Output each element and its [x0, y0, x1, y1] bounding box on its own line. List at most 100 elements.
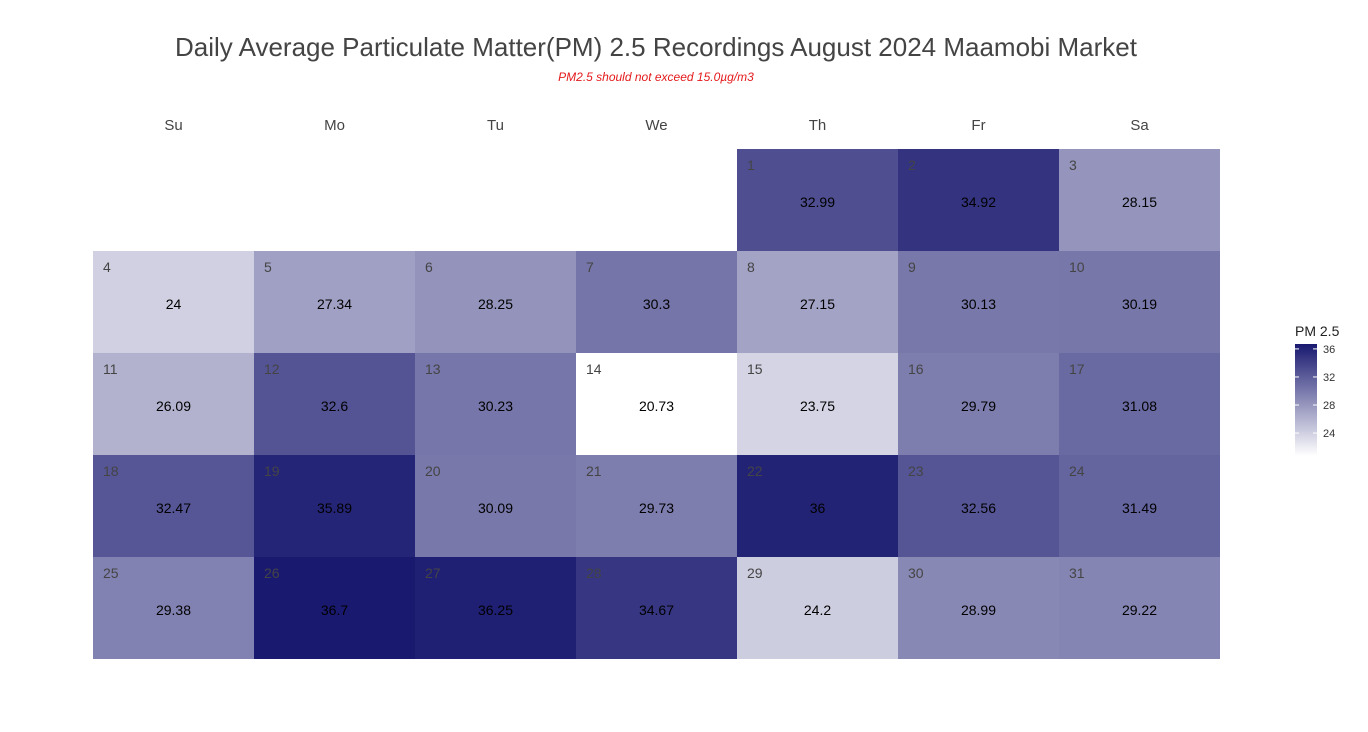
day-number: 23: [908, 463, 924, 479]
day-cell: [415, 353, 576, 455]
day-number: 21: [586, 463, 602, 479]
value-label: 27.15: [800, 296, 835, 312]
day-number: 9: [908, 259, 916, 275]
day-cell: [254, 557, 415, 659]
value-label: 30.3: [643, 296, 670, 312]
day-number: 2: [908, 157, 916, 173]
value-label: 28.99: [961, 602, 996, 618]
value-label: 36.7: [321, 602, 348, 618]
legend-tick-label: 24: [1323, 428, 1335, 440]
weekday-label: Su: [164, 117, 182, 134]
day-cell: [1059, 251, 1220, 353]
value-label: 29.73: [639, 500, 674, 516]
day-cell: [737, 149, 898, 251]
day-number: 29: [747, 565, 763, 581]
weekday-label: We: [645, 117, 667, 134]
value-label: 20.73: [639, 398, 674, 414]
day-number: 22: [747, 463, 763, 479]
day-number: 15: [747, 361, 763, 377]
value-label: 27.34: [317, 296, 352, 312]
weekday-label: Sa: [1130, 117, 1149, 134]
value-label: 31.08: [1122, 398, 1157, 414]
day-number: 25: [103, 565, 119, 581]
day-cell: [93, 557, 254, 659]
legend-title: PM 2.5: [1295, 323, 1340, 339]
day-cell: [1059, 149, 1220, 251]
value-label: 29.38: [156, 602, 191, 618]
chart-title: Daily Average Particulate Matter(PM) 2.5…: [175, 32, 1137, 62]
day-cell: [415, 455, 576, 557]
value-label: 34.67: [639, 602, 674, 618]
day-number: 6: [425, 259, 433, 275]
legend-tick-label: 32: [1323, 372, 1335, 384]
day-cell: [254, 251, 415, 353]
day-number: 1: [747, 157, 755, 173]
value-label: 34.92: [961, 194, 996, 210]
day-number: 10: [1069, 259, 1085, 275]
day-cell: [415, 251, 576, 353]
day-number: 13: [425, 361, 441, 377]
weekday-label: Tu: [487, 117, 504, 134]
day-cell: [93, 455, 254, 557]
day-number: 24: [1069, 463, 1085, 479]
day-cell: [1059, 353, 1220, 455]
day-number: 17: [1069, 361, 1085, 377]
value-label: 36: [810, 500, 826, 516]
day-number: 30: [908, 565, 924, 581]
day-cell: [93, 251, 254, 353]
value-label: 26.09: [156, 398, 191, 414]
day-cell: [576, 251, 737, 353]
day-cell: [576, 557, 737, 659]
value-label: 30.09: [478, 500, 513, 516]
day-number: 19: [264, 463, 280, 479]
day-cell: [737, 557, 898, 659]
day-number: 5: [264, 259, 272, 275]
day-cell: [254, 353, 415, 455]
day-number: 26: [264, 565, 280, 581]
calendar-heatmap: Su Mo Tu We Th Fr Sa 1 32.99 2 34.92 3 28.15 4 24 5 27.3…: [93, 117, 1220, 659]
day-number: 14: [586, 361, 602, 377]
value-label: 23.75: [800, 398, 835, 414]
legend-colorbar: [1295, 344, 1317, 456]
day-number: 8: [747, 259, 755, 275]
chart-subtitle: PM2.5 should not exceed 15.0µg/m3: [558, 70, 754, 84]
day-cell: [415, 557, 576, 659]
value-label: 32.47: [156, 500, 191, 516]
day-number: 3: [1069, 157, 1077, 173]
value-label: 28.15: [1122, 194, 1157, 210]
weekday-label: Mo: [324, 117, 345, 134]
day-cell: [1059, 557, 1220, 659]
day-cell: [254, 455, 415, 557]
day-number: 31: [1069, 565, 1085, 581]
day-cell: [898, 149, 1059, 251]
weekday-label: Th: [809, 117, 827, 134]
value-label: 28.25: [478, 296, 513, 312]
value-label: 36.25: [478, 602, 513, 618]
day-number: 7: [586, 259, 594, 275]
day-number: 18: [103, 463, 119, 479]
legend-tick-label: 28: [1323, 400, 1335, 412]
day-cell: [737, 353, 898, 455]
color-legend: 24 28 32 36: [1295, 344, 1335, 456]
day-cell: [898, 251, 1059, 353]
day-number: 12: [264, 361, 280, 377]
value-label: 29.22: [1122, 602, 1157, 618]
value-label: 30.13: [961, 296, 996, 312]
day-number: 27: [425, 565, 441, 581]
day-cell: [737, 251, 898, 353]
value-label: 32.99: [800, 194, 835, 210]
value-label: 24: [166, 296, 182, 312]
day-number: 4: [103, 259, 111, 275]
day-cell: [1059, 455, 1220, 557]
value-label: 30.19: [1122, 296, 1157, 312]
day-number: 20: [425, 463, 441, 479]
day-cell: [898, 557, 1059, 659]
day-cell: [576, 353, 737, 455]
day-number: 28: [586, 565, 602, 581]
value-label: 29.79: [961, 398, 996, 414]
weekday-label: Fr: [971, 117, 985, 134]
day-number: 11: [103, 361, 118, 377]
value-label: 32.6: [321, 398, 348, 414]
value-label: 31.49: [1122, 500, 1157, 516]
day-cell: [576, 455, 737, 557]
